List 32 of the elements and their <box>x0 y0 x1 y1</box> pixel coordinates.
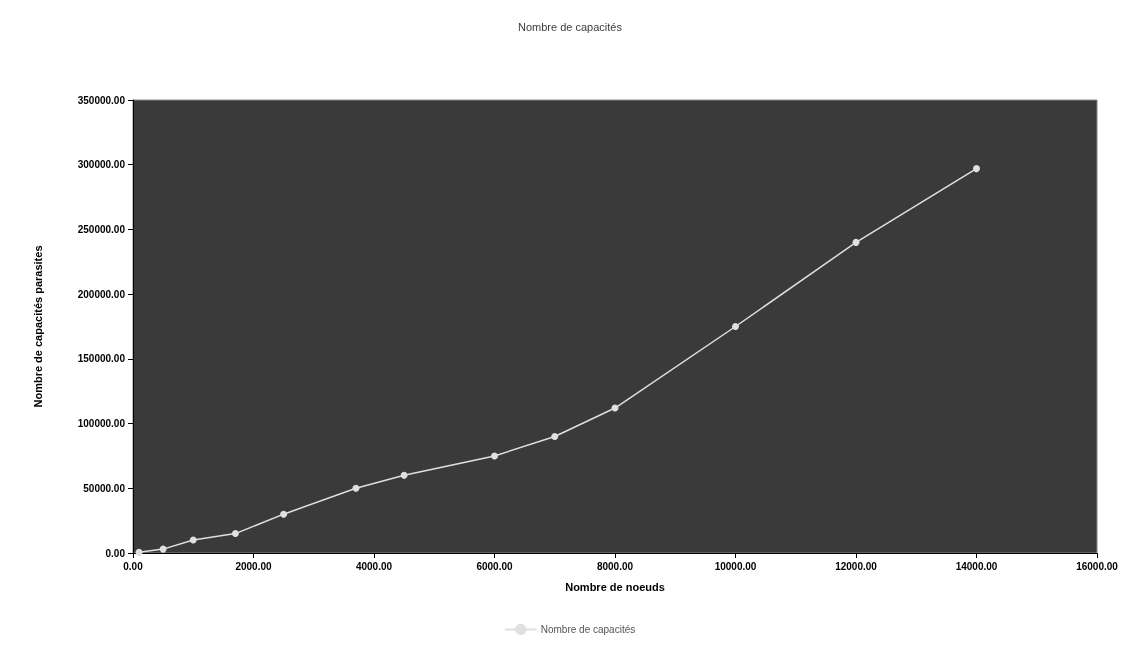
point <box>551 433 559 441</box>
x-tick-label: 6000.00 <box>476 560 514 572</box>
y-tick-label: 100000.00 <box>77 418 126 430</box>
x-axis-title: Nombre de noeuds <box>565 580 665 593</box>
point <box>852 238 860 246</box>
y-tick-label: 50000.00 <box>83 482 126 494</box>
point <box>400 471 408 479</box>
legend-label: Nombre de capacités <box>540 623 636 635</box>
x-tick-label: 10000.00 <box>714 560 757 572</box>
point <box>732 323 739 330</box>
point <box>280 510 288 518</box>
x-tick-label: 2000.00 <box>235 560 273 572</box>
x-tick-label: 12000.00 <box>835 560 878 572</box>
y-tick-label: 300000.00 <box>77 159 126 171</box>
y-tick-label: 0.00 <box>105 547 126 559</box>
x-tick-label: 0.00 <box>123 560 144 572</box>
point <box>231 530 239 538</box>
point <box>159 545 167 553</box>
y-tick-label: 200000.00 <box>77 288 126 300</box>
x-tick-label: 14000.00 <box>955 560 998 572</box>
point <box>491 452 498 460</box>
x-tick-label: 8000.00 <box>596 560 634 572</box>
y-axis-title: Nombre de capacités parasites <box>31 245 44 408</box>
chart-title: Nombre de capacités <box>518 20 623 33</box>
x-tick-label: 16000.00 <box>1076 560 1119 572</box>
y-tick-label: 250000.00 <box>77 223 126 235</box>
x-tick-label: 4000.00 <box>355 560 393 572</box>
y-tick-label: 150000.00 <box>77 353 126 365</box>
point <box>973 165 980 173</box>
point <box>352 484 360 492</box>
point <box>189 536 197 544</box>
y-tick-label: 350000.00 <box>77 94 126 106</box>
